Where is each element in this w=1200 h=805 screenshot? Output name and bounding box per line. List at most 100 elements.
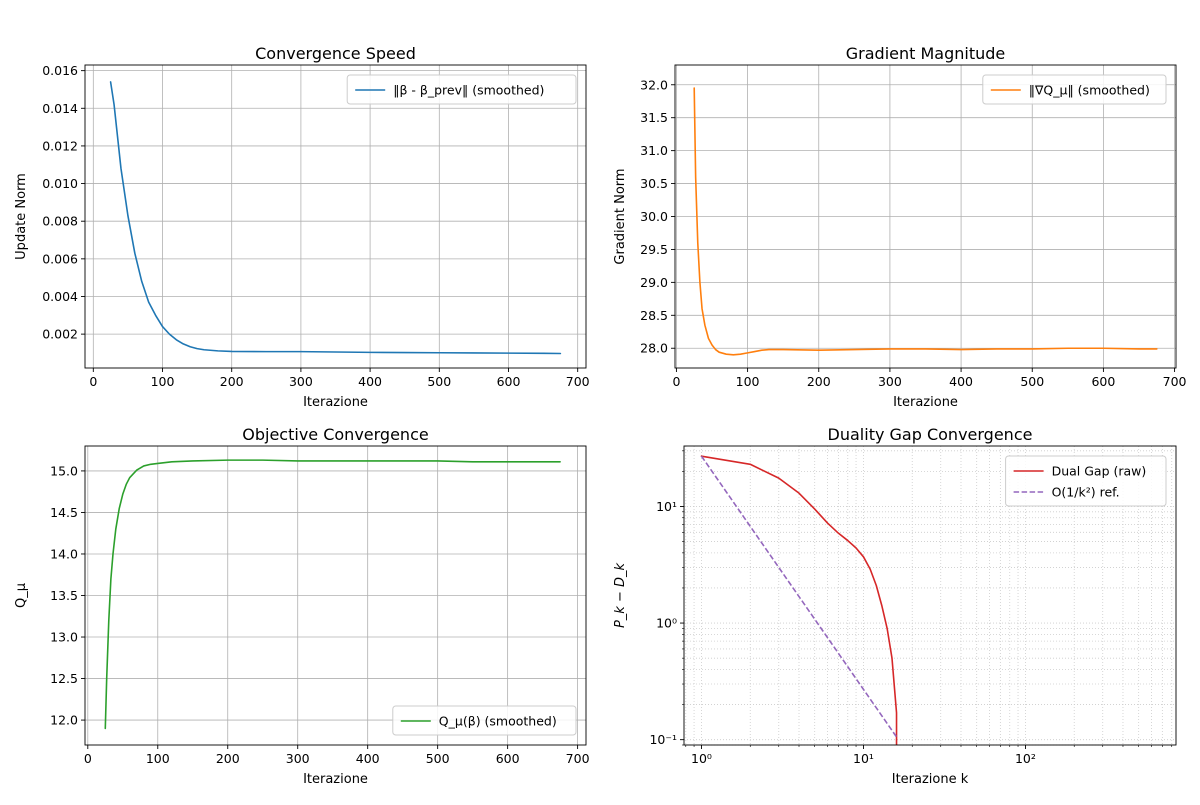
- x-tick-label: 600: [497, 374, 521, 389]
- x-tick-label: 100: [151, 374, 175, 389]
- x-tick-label: 0: [89, 374, 97, 389]
- y-axis-label: P_k − D_k: [613, 563, 628, 629]
- x-tick-label: 0: [84, 751, 92, 766]
- series-line-1: [109, 81, 562, 355]
- x-tick-label: 200: [220, 374, 244, 389]
- grid: [684, 446, 1176, 746]
- ticks: 10⁰ 10¹ 10² 10⁻¹ 10⁰ 10¹: [649, 450, 1173, 766]
- y-tick-label: 28.5: [640, 308, 668, 323]
- y-tick-label: 10⁰: [656, 616, 677, 631]
- legend-label-1: Dual Gap (raw): [1052, 464, 1147, 479]
- y-tick-label: 12.5: [50, 671, 78, 686]
- legend: ‖∇Q_μ‖ (smoothed): [982, 74, 1167, 105]
- y-tick-label: 31.0: [640, 143, 668, 158]
- y-axis-label: Gradient Norm: [613, 168, 628, 264]
- x-tick-label: 400: [949, 374, 973, 389]
- series-group: [104, 459, 561, 730]
- series-line-1: [700, 455, 898, 745]
- chart-panel-1: 0 100 200 300 400 500 600 700 0.002 0.004 0.006 0.0…: [14, 44, 590, 410]
- legend-box: [392, 705, 577, 736]
- y-tick-label: 10¹: [656, 499, 677, 514]
- chart-panel-2: 0 100 200 300 400 500 600 700 28.0 28.5 29.0 29.5 30…: [613, 44, 1187, 410]
- series-group: [700, 455, 898, 745]
- y-tick-label: 14.5: [50, 505, 78, 520]
- y-tick-label: 12.0: [50, 713, 78, 728]
- series-line-1: [104, 459, 561, 730]
- series-group: [693, 87, 1158, 356]
- ticks: 0 100 200 300 400 500 600 700 12.0 12.5 13.0 13.5 14…: [50, 463, 589, 766]
- y-tick-label: 15.0: [50, 463, 78, 478]
- y-tick-label: 13.5: [50, 588, 78, 603]
- y-tick-label: 0.012: [42, 138, 78, 153]
- x-tick-label: 500: [426, 751, 450, 766]
- y-tick-label: 30.5: [640, 176, 668, 191]
- legend-label-1: ‖β - β_prev‖ (smoothed): [393, 83, 544, 98]
- x-tick-label: 600: [496, 751, 520, 766]
- x-tick-label: 400: [356, 751, 380, 766]
- chart-title: Duality Gap Convergence: [828, 425, 1033, 444]
- chart-title: Convergence Speed: [255, 44, 416, 63]
- ticks: 0 100 200 300 400 500 600 700 28.0 28.5 29.0 29.5 30…: [640, 77, 1186, 389]
- y-tick-label: 10⁻¹: [649, 732, 677, 747]
- legend-label-1: Q_μ(β) (smoothed): [439, 714, 557, 729]
- x-tick-label: 400: [358, 374, 382, 389]
- legend-label-1: ‖∇Q_μ‖ (smoothed): [1029, 83, 1150, 98]
- legend-box: [1005, 455, 1167, 507]
- series-line-2: [700, 455, 898, 738]
- x-tick-label: 700: [566, 374, 590, 389]
- ticks: 0 100 200 300 400 500 600 700 0.002 0.004 0.006 0.0…: [42, 63, 589, 389]
- x-tick-label: 100: [146, 751, 170, 766]
- chart-panel-3: 0 100 200 300 400 500 600 700 12.0 12.5 13.0 13.5 14…: [14, 425, 590, 787]
- legend-box: [982, 74, 1167, 105]
- y-tick-label: 29.5: [640, 242, 668, 257]
- y-tick-label: 32.0: [640, 77, 668, 92]
- series-group: [109, 81, 562, 355]
- x-tick-label: 0: [672, 374, 680, 389]
- y-tick-label: 0.010: [42, 176, 78, 191]
- x-tick-label: 600: [1091, 374, 1115, 389]
- legend: ‖β - β_prev‖ (smoothed): [346, 74, 577, 105]
- chart-title: Gradient Magnitude: [846, 44, 1006, 63]
- y-tick-label: 29.0: [640, 275, 668, 290]
- series-line-1: [693, 87, 1158, 356]
- y-tick-label: 0.002: [42, 327, 78, 342]
- x-tick-label: 100: [736, 374, 760, 389]
- y-axis-label: Update Norm: [14, 173, 29, 260]
- y-tick-label: 0.008: [42, 214, 78, 229]
- grid: [85, 446, 586, 745]
- legend-label-2: O(1/k²) ref.: [1052, 485, 1120, 500]
- grid: [675, 65, 1176, 368]
- y-tick-label: 30.0: [640, 209, 668, 224]
- y-axis-label: Q_μ: [14, 583, 29, 608]
- chart-title: Objective Convergence: [242, 425, 428, 444]
- x-axis-label: Iterazione: [303, 395, 368, 410]
- axes-frame: [683, 445, 1177, 746]
- x-tick-label: 700: [1163, 374, 1187, 389]
- x-tick-label: 300: [289, 374, 313, 389]
- y-tick-label: 31.5: [640, 110, 668, 125]
- y-tick-label: 0.014: [42, 101, 78, 116]
- legend: Q_μ(β) (smoothed): [392, 705, 577, 736]
- chart-panel-4: 10⁰ 10¹ 10² 10⁻¹ 10⁰ 10¹ Duality Gap Convergen…: [613, 425, 1177, 787]
- x-tick-label: 200: [807, 374, 831, 389]
- x-tick-label: 300: [878, 374, 902, 389]
- x-tick-label: 500: [427, 374, 451, 389]
- x-tick-label: 200: [216, 751, 240, 766]
- y-tick-label: 28.0: [640, 341, 668, 356]
- y-tick-label: 13.0: [50, 630, 78, 645]
- x-tick-label: 10⁰: [691, 751, 712, 766]
- y-tick-label: 0.016: [42, 63, 78, 78]
- x-tick-label: 500: [1020, 374, 1044, 389]
- axes-frame: [84, 64, 587, 369]
- y-tick-label: 0.004: [42, 289, 78, 304]
- x-tick-label: 10²: [1015, 751, 1036, 766]
- legend-box: [346, 74, 577, 105]
- x-axis-label: Iterazione: [893, 395, 958, 410]
- x-tick-label: 300: [286, 751, 310, 766]
- x-tick-label: 700: [566, 751, 590, 766]
- x-axis-label: Iterazione: [303, 772, 368, 787]
- x-tick-label: 10¹: [853, 751, 874, 766]
- legend: Dual Gap (raw) O(1/k²) ref.: [1005, 455, 1167, 507]
- y-tick-label: 14.0: [50, 546, 78, 561]
